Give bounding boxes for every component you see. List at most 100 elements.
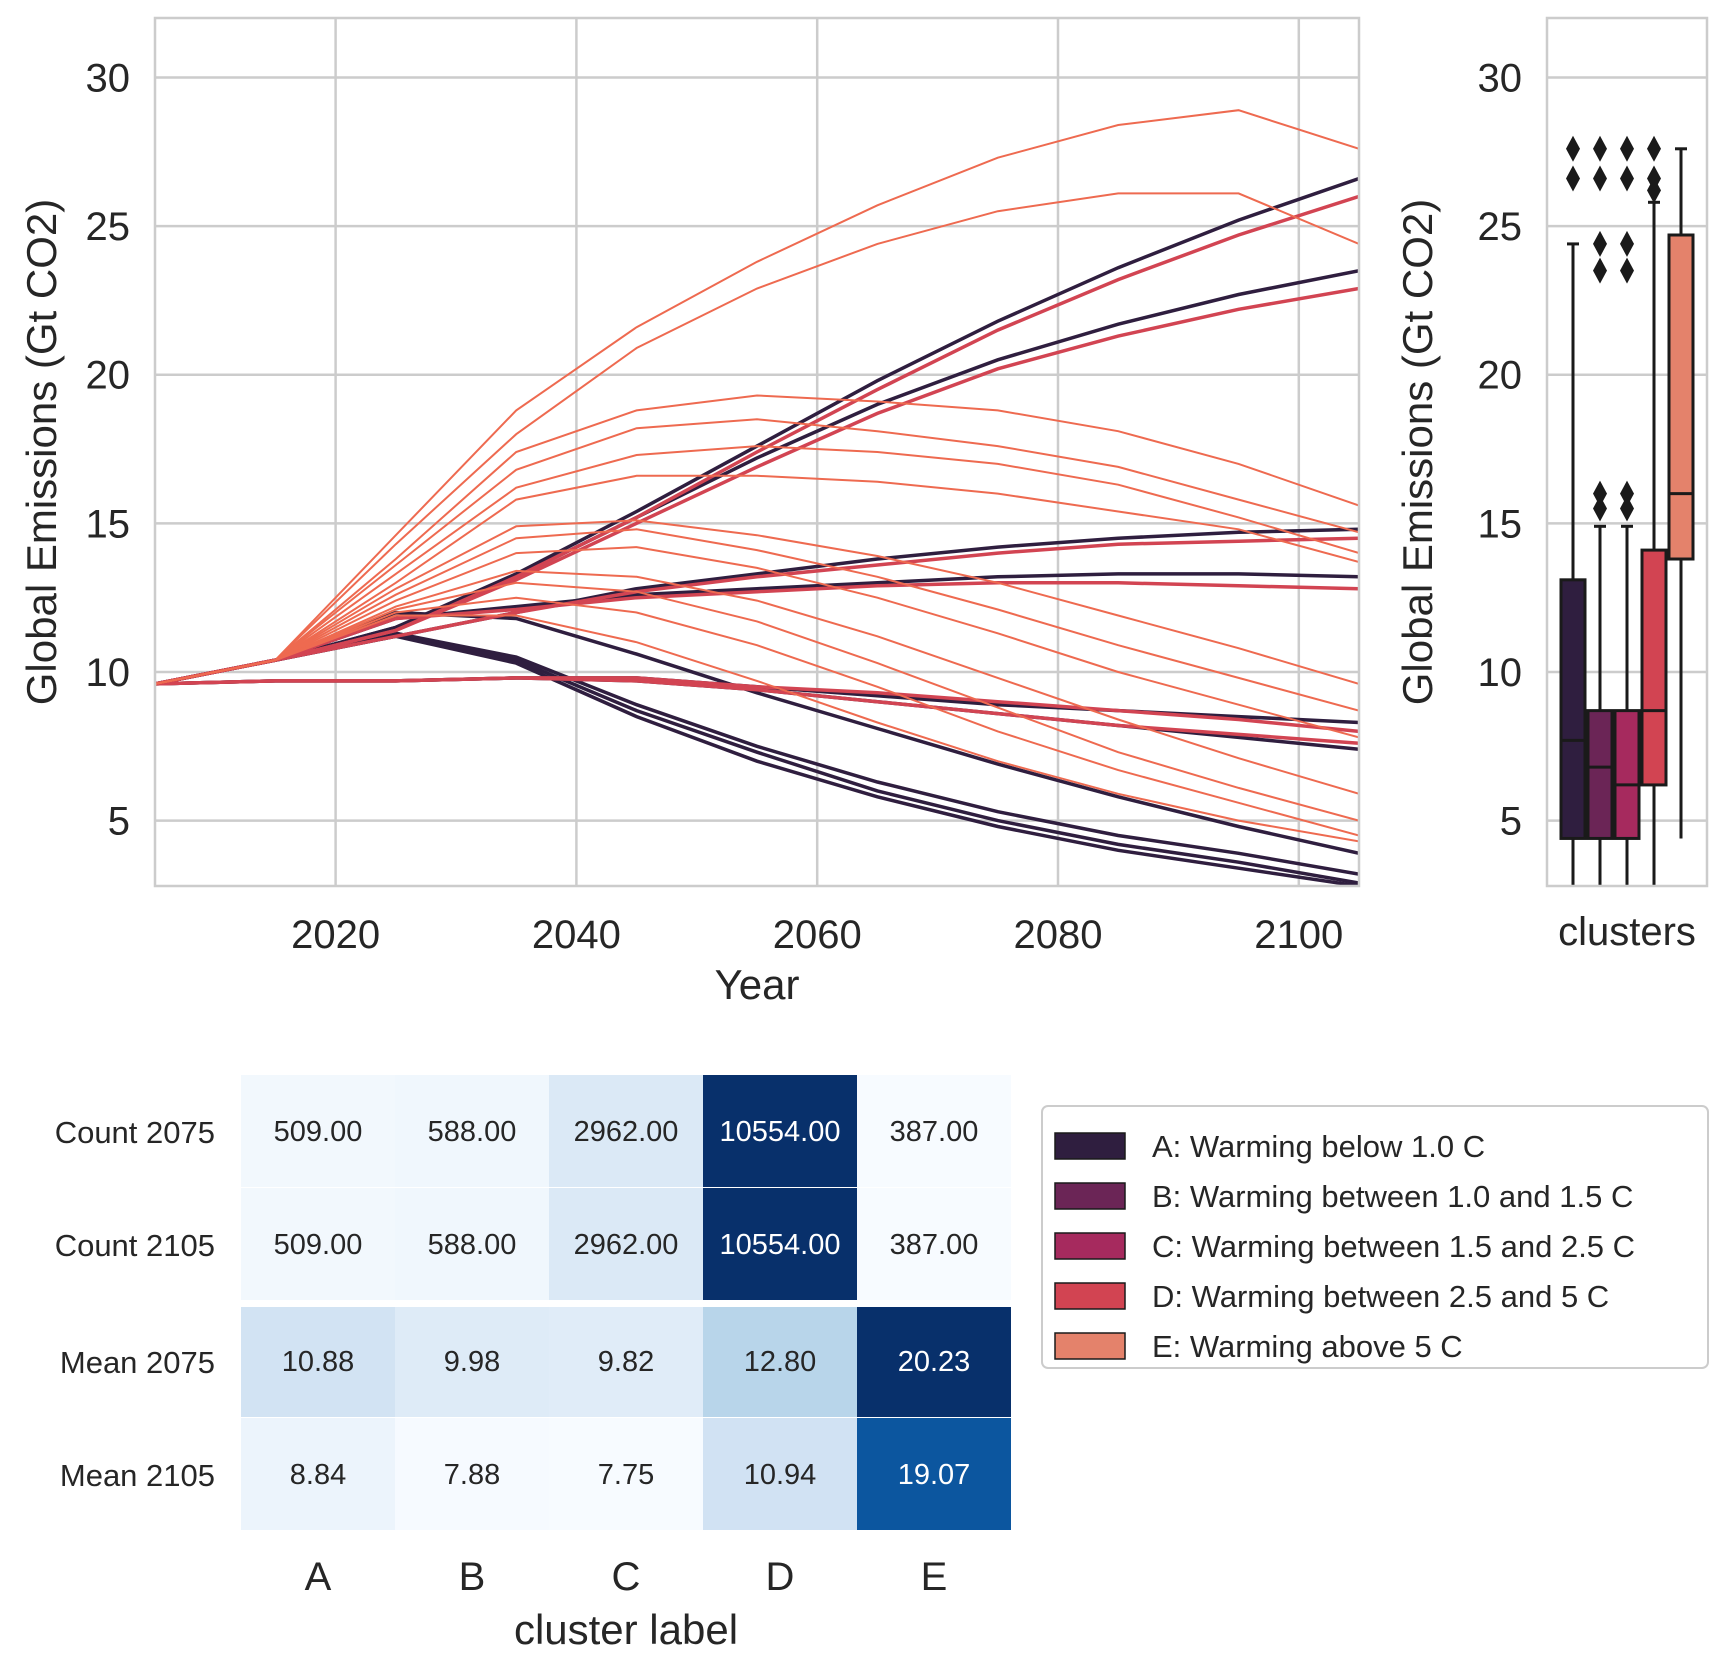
box-plot-frame	[1545, 16, 1709, 888]
x-tick-label: 2020	[291, 913, 380, 957]
y-tick-label: 10	[1478, 651, 1523, 695]
series-line-e-21	[155, 474, 1359, 685]
box-outlier	[1593, 480, 1607, 507]
series-line-a-1	[155, 631, 1359, 885]
y-tick-label: 15	[1478, 502, 1523, 546]
line-chart: 2020 2040 2060 2080 2100 5 10 15 20 25 30 Year Glo…	[18, 16, 1361, 1008]
heatmap-cell-value: 2962.00	[574, 1116, 679, 1148]
x-tick-label: 2060	[773, 913, 862, 957]
heatmap-row-label: Mean 2105	[60, 1458, 215, 1493]
heatmap-cell-value: 387.00	[890, 1229, 979, 1261]
heatmap-cell	[549, 1305, 703, 1417]
legend-label: C: Warming between 1.5 and 2.5 C	[1152, 1229, 1635, 1264]
box-outlier	[1593, 135, 1607, 162]
heatmap-cell-value: 10554.00	[720, 1229, 841, 1261]
series-line-e-16	[155, 109, 1359, 685]
series-line-d-15	[155, 676, 1359, 734]
heatmap-column-label: E	[921, 1555, 948, 1599]
box-plot: 5 10 15 20 25 30 clusters Global Emissions (G…	[1394, 16, 1709, 954]
box-outlier	[1593, 495, 1607, 522]
heatmap-cell	[395, 1418, 549, 1530]
y-tick-label: 20	[1478, 354, 1523, 398]
heatmap-cell	[241, 1075, 395, 1187]
heatmap-cell	[241, 1305, 395, 1417]
box-outlier	[1593, 230, 1607, 257]
legend-label: E: Warming above 5 C	[1152, 1329, 1463, 1364]
legend-item-a: A: Warming below 1.0 C	[1054, 1129, 1485, 1164]
heatmap-cell-value: 10554.00	[720, 1116, 841, 1148]
heatmap-cell-value: 588.00	[428, 1116, 517, 1148]
x-tick-label: 2100	[1254, 913, 1343, 957]
heatmap-row-label: Count 2075	[55, 1115, 215, 1150]
box-outlier	[1620, 135, 1634, 162]
legend-swatch	[1054, 1132, 1126, 1160]
y-tick-label: 30	[1478, 56, 1523, 100]
box-outlier	[1593, 257, 1607, 284]
heatmap-cell	[549, 1075, 703, 1187]
heatmap-cell	[549, 1418, 703, 1530]
heatmap-cell	[857, 1188, 1011, 1300]
box-b	[1586, 135, 1614, 886]
heatmap-xlabel: cluster label	[514, 1606, 738, 1653]
heatmap-cell	[703, 1188, 857, 1300]
x-tick-label: 2040	[532, 913, 621, 957]
box-outlier	[1620, 165, 1634, 192]
heatmap-column-label: A	[305, 1555, 332, 1599]
heatmap-cell-value: 7.75	[598, 1459, 654, 1491]
legend-item-d: D: Warming between 2.5 and 5 C	[1054, 1279, 1609, 1314]
heatmap-cell	[395, 1305, 549, 1417]
heatmap-cell	[703, 1418, 857, 1530]
y-tick-label: 25	[1478, 205, 1523, 249]
box-body	[1640, 548, 1668, 787]
series-line-e-25	[155, 569, 1359, 795]
line-chart-series	[155, 109, 1359, 886]
y-tick-label: 5	[1500, 800, 1522, 844]
box-d	[1640, 135, 1668, 886]
box-body	[1559, 578, 1587, 840]
box-a	[1559, 135, 1587, 886]
legend-label: A: Warming below 1.0 C	[1152, 1129, 1485, 1164]
y-tick-label: 15	[86, 502, 131, 546]
line-chart-xlabel: Year	[715, 961, 800, 1008]
heatmap-cell-value: 588.00	[428, 1229, 517, 1261]
heatmap-cell-value: 8.84	[290, 1459, 346, 1491]
heatmap-cell	[857, 1418, 1011, 1530]
box-plot-ylabel: Global Emissions (Gt CO2)	[1394, 199, 1441, 705]
legend-swatch	[1054, 1282, 1126, 1310]
heatmap-cell-value: 509.00	[274, 1229, 363, 1261]
heatmap-column-label: C	[612, 1555, 641, 1599]
box-outlier	[1647, 165, 1661, 192]
legend-item-c: C: Warming between 1.5 and 2.5 C	[1054, 1229, 1635, 1264]
heatmap-cell	[703, 1305, 857, 1417]
heatmap-column-label: D	[766, 1555, 795, 1599]
heatmap-cell-value: 20.23	[898, 1346, 971, 1378]
box-c	[1613, 135, 1641, 886]
heatmap-cells: 509.00 588.00 2962.00 10554.00 387.00 509.00 5…	[241, 1075, 1011, 1530]
heatmap-cell-value: 9.82	[598, 1346, 654, 1378]
series-line-e-27	[155, 596, 1359, 837]
box-body	[1667, 233, 1695, 561]
legend-label: D: Warming between 2.5 and 5 C	[1152, 1279, 1609, 1314]
series-line-e-24	[155, 546, 1359, 739]
y-tick-label: 10	[86, 651, 131, 695]
heatmap-cell-value: 387.00	[890, 1116, 979, 1148]
legend-item-b: B: Warming between 1.0 and 1.5 C	[1054, 1179, 1633, 1214]
line-chart-ticks: 2020 2040 2060 2080 2100 5 10 15 20 25 30	[86, 56, 1344, 957]
legend-swatch	[1054, 1182, 1126, 1210]
y-tick-label: 5	[108, 800, 130, 844]
heatmap-labels: Count 2075 Count 2105 Mean 2075 Mean 2105 A B…	[55, 1115, 948, 1599]
series-line-e-23	[155, 528, 1359, 712]
heatmap-cell	[857, 1075, 1011, 1187]
box-e	[1667, 147, 1695, 839]
legend-item-e: E: Warming above 5 C	[1054, 1329, 1463, 1364]
legend-swatch	[1054, 1332, 1126, 1360]
heatmap-cell-value: 2962.00	[574, 1229, 679, 1261]
legend-frame	[1041, 1105, 1709, 1369]
box-outlier	[1620, 495, 1634, 522]
x-tick-label: 2080	[1014, 913, 1103, 957]
legend-items: A: Warming below 1.0 C B: Warming between…	[1054, 1129, 1635, 1364]
heatmap-cell	[857, 1305, 1011, 1417]
line-chart-grid	[155, 18, 1359, 886]
heatmap-row-label: Mean 2075	[60, 1345, 215, 1380]
